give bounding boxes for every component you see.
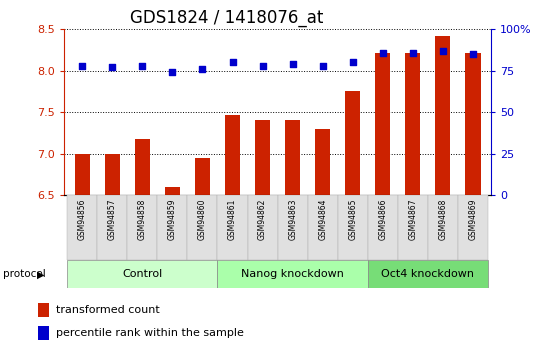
Bar — [315, 129, 330, 195]
Bar — [368, 195, 398, 260]
Point — [469, 51, 478, 57]
Text: GSM94869: GSM94869 — [469, 198, 478, 240]
Text: GSM94868: GSM94868 — [439, 198, 448, 239]
Bar — [105, 154, 120, 195]
Bar — [165, 187, 180, 195]
Point — [439, 48, 448, 53]
Text: GSM94858: GSM94858 — [138, 198, 147, 239]
Point — [168, 70, 177, 75]
Point — [348, 60, 357, 65]
Bar — [38, 326, 49, 340]
Bar — [285, 120, 300, 195]
Bar — [67, 260, 218, 288]
Point — [378, 50, 387, 55]
Bar — [38, 303, 49, 317]
Bar — [75, 154, 90, 195]
Text: GSM94862: GSM94862 — [258, 198, 267, 239]
Bar — [398, 195, 428, 260]
Text: GSM94863: GSM94863 — [288, 198, 297, 240]
Point — [408, 50, 417, 55]
Bar — [218, 260, 368, 288]
Text: GSM94867: GSM94867 — [408, 198, 417, 240]
Bar — [405, 52, 420, 195]
Text: ▶: ▶ — [37, 269, 45, 279]
Text: Oct4 knockdown: Oct4 knockdown — [382, 269, 474, 279]
Text: percentile rank within the sample: percentile rank within the sample — [56, 328, 243, 338]
Text: Control: Control — [122, 269, 162, 279]
Bar — [225, 115, 240, 195]
Text: Nanog knockdown: Nanog knockdown — [241, 269, 344, 279]
Bar — [428, 195, 458, 260]
Bar — [368, 260, 488, 288]
Text: GSM94859: GSM94859 — [168, 198, 177, 240]
Bar — [345, 91, 360, 195]
Point — [108, 65, 117, 70]
Bar — [218, 195, 248, 260]
Bar — [255, 120, 270, 195]
Bar — [307, 195, 338, 260]
Bar — [465, 52, 480, 195]
Bar — [187, 195, 218, 260]
Bar — [458, 195, 488, 260]
Point — [78, 63, 86, 69]
Point — [318, 63, 327, 69]
Text: GSM94861: GSM94861 — [228, 198, 237, 239]
Point — [258, 63, 267, 69]
Point — [138, 63, 147, 69]
Bar — [278, 195, 307, 260]
Text: GSM94857: GSM94857 — [108, 198, 117, 240]
Bar — [376, 52, 391, 195]
Text: GSM94860: GSM94860 — [198, 198, 207, 240]
Text: GSM94865: GSM94865 — [348, 198, 357, 240]
Point — [288, 61, 297, 67]
Bar — [248, 195, 278, 260]
Bar — [67, 195, 97, 260]
Text: protocol: protocol — [3, 269, 46, 279]
Point — [228, 60, 237, 65]
Text: GDS1824 / 1418076_at: GDS1824 / 1418076_at — [129, 9, 323, 27]
Bar — [97, 195, 127, 260]
Bar — [135, 139, 150, 195]
Bar — [435, 36, 450, 195]
Bar — [127, 195, 157, 260]
Text: transformed count: transformed count — [56, 305, 159, 315]
Bar — [338, 195, 368, 260]
Text: GSM94864: GSM94864 — [318, 198, 327, 240]
Point — [198, 66, 207, 72]
Text: GSM94856: GSM94856 — [78, 198, 86, 240]
Bar — [195, 158, 210, 195]
Text: GSM94866: GSM94866 — [378, 198, 387, 240]
Bar — [157, 195, 187, 260]
